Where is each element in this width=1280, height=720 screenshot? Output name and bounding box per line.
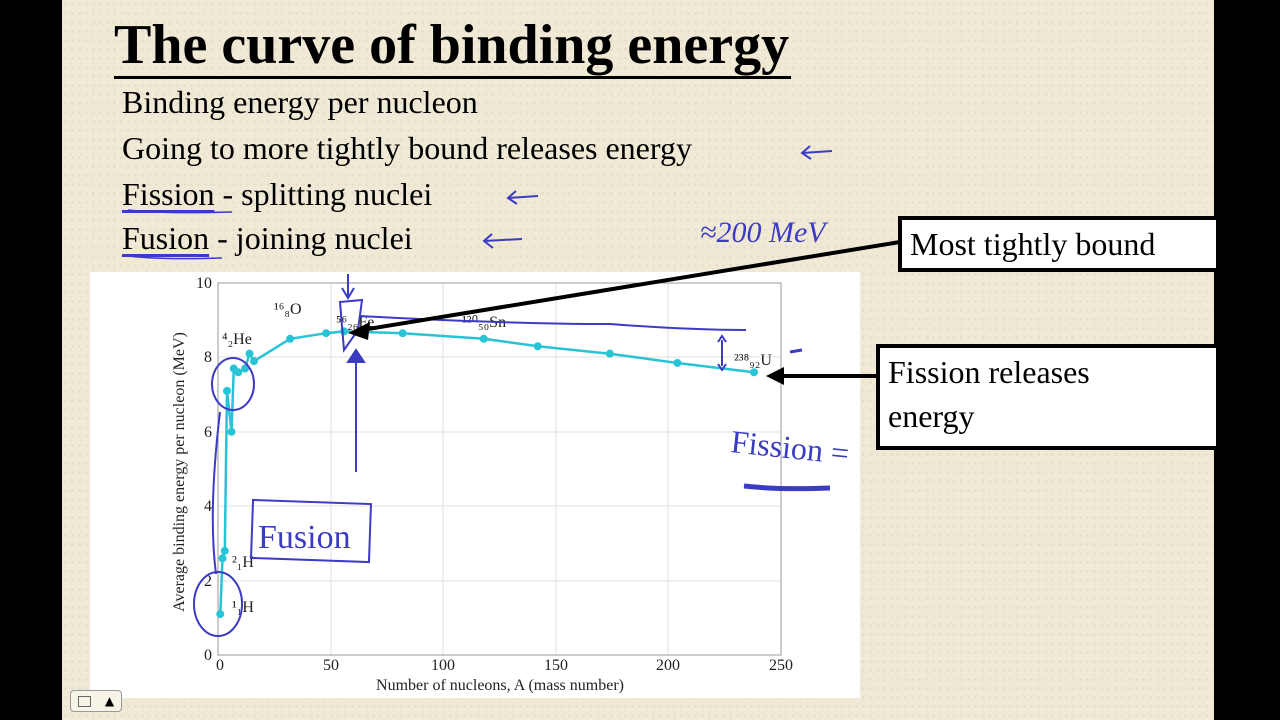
svg-text:8: 8 (204, 349, 212, 366)
data-point (227, 427, 236, 436)
data-point (250, 357, 259, 366)
ink-fission-label: Fission = (729, 423, 851, 471)
svg-text:²³⁸₉₂U: ²³⁸₉₂U (734, 352, 772, 369)
up-arrow-button[interactable]: ▲ (104, 694, 115, 708)
data-point (245, 349, 254, 358)
callout-text: Fission releases (888, 354, 1090, 390)
svg-text:50: 50 (323, 657, 339, 674)
svg-text:¹₁H: ¹₁H (232, 599, 254, 616)
ink-arrow-icon (506, 190, 539, 205)
data-point (286, 334, 295, 343)
svg-text:250: 250 (769, 657, 793, 674)
data-point (216, 610, 225, 619)
plot-frame (217, 282, 782, 656)
binding-energy-curve (216, 327, 758, 619)
svg-text:⁴₂He: ⁴₂He (222, 331, 252, 348)
svg-text:10: 10 (196, 275, 212, 292)
svg-text:0: 0 (204, 647, 212, 664)
x-ticks: 0 50 100 150 200 250 (216, 657, 793, 674)
binding-energy-chart: 0 2 4 6 8 10 0 50 100 150 200 250 Number… (171, 274, 851, 694)
bullet-text: Binding energy per nucleon (122, 84, 478, 120)
data-point (398, 329, 407, 338)
data-point (605, 349, 614, 358)
data-point (220, 546, 229, 555)
slide-controls[interactable]: ▲ (70, 690, 122, 712)
nuclide-labels: ¹₁H ²₁H ⁴₂He ¹⁶₈O ⁵⁶₂₆Fe ¹²⁰₅₀Sn ²³⁸₉₂U (222, 301, 772, 616)
data-point (223, 386, 232, 395)
data-point (673, 358, 682, 367)
bullet-binding-energy: Binding energy per nucleon (122, 84, 478, 121)
data-point (234, 368, 243, 377)
data-point (218, 554, 227, 563)
bullet-text: - splitting nuclei (214, 176, 433, 212)
slide: The curve of binding energy Binding ener… (62, 0, 1220, 720)
svg-text:150: 150 (544, 657, 568, 674)
slide-title: The curve of binding energy (114, 14, 792, 79)
callout-text: energy (888, 398, 975, 434)
y-ticks: 0 2 4 6 8 10 (196, 275, 212, 664)
ink-arrow-icon (482, 233, 523, 249)
bullet-tightly-bound: Going to more tightly bound releases ene… (122, 130, 692, 167)
bullet-keyword: Fusion (122, 220, 210, 256)
chart-panel: 0 2 4 6 8 10 0 50 100 150 200 250 Number… (90, 272, 860, 698)
svg-text:2: 2 (204, 573, 212, 590)
slide-menu-icon[interactable] (77, 695, 91, 707)
data-point (533, 342, 542, 351)
bullet-keyword: Fission (122, 176, 215, 212)
svg-text:200: 200 (656, 657, 680, 674)
svg-text:¹⁶₈O: ¹⁶₈O (274, 301, 302, 318)
bullet-fission: Fission - splitting nuclei (122, 176, 432, 213)
svg-text:6: 6 (204, 424, 212, 441)
x-axis-label: Number of nucleons, A (mass number) (376, 677, 624, 694)
svg-text:4: 4 (204, 498, 212, 515)
svg-text:²₁H: ²₁H (232, 554, 254, 571)
ink-fusion-label: Fusion (258, 519, 351, 556)
callout-fission-releases: Fission releases energy (876, 344, 1220, 450)
ink-arrow-icon (800, 145, 833, 160)
svg-text:0: 0 (216, 657, 224, 674)
data-point (479, 334, 488, 343)
data-point (749, 368, 758, 377)
ink-approx-energy: ≈200 MeV (700, 216, 829, 249)
callout-text: Most tightly bound (910, 226, 1156, 262)
bullet-text: Going to more tightly bound releases ene… (122, 130, 692, 166)
data-point (322, 329, 331, 338)
y-axis-label: Average binding energy per nucleon (MeV) (171, 332, 188, 612)
callout-most-tightly-bound: Most tightly bound (898, 216, 1220, 272)
data-point (241, 364, 250, 373)
svg-text:100: 100 (431, 657, 455, 674)
